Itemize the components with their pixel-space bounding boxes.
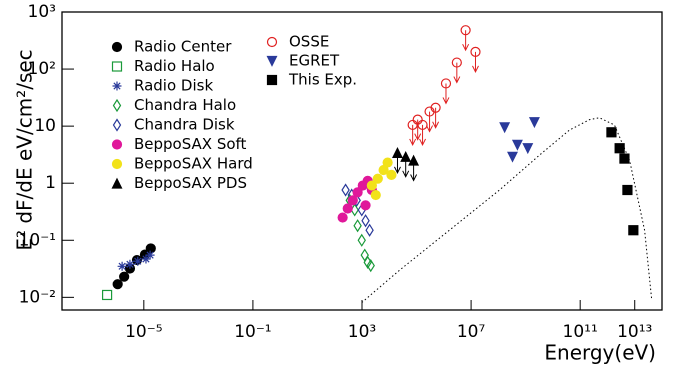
data-point xyxy=(365,223,374,237)
legend-marker xyxy=(111,158,123,170)
legend-marker xyxy=(111,41,123,53)
legend-marker xyxy=(266,36,278,48)
data-point xyxy=(101,289,113,301)
data-point xyxy=(470,46,481,57)
y-tick-label: 1 xyxy=(45,173,56,193)
data-point xyxy=(360,200,371,211)
legend-marker xyxy=(112,118,122,132)
x-tick-label: 10³ xyxy=(348,322,376,342)
legend-label: Radio Halo xyxy=(134,57,215,75)
data-point xyxy=(430,102,441,113)
data-point xyxy=(337,212,348,223)
data-point xyxy=(528,117,540,129)
data-point xyxy=(499,122,511,134)
data-point xyxy=(400,150,412,162)
y-tick-label: 10 xyxy=(34,116,56,136)
upper-limit-arrow xyxy=(426,111,434,133)
data-point xyxy=(408,154,420,166)
upper-limit-arrow xyxy=(414,119,422,141)
data-point xyxy=(507,151,518,163)
y-tick-label: 10² xyxy=(28,59,56,79)
data-point xyxy=(352,187,363,198)
data-point xyxy=(360,248,369,262)
data-point xyxy=(451,57,462,68)
legend-label: BeppoSAX PDS xyxy=(134,174,247,192)
legend-marker xyxy=(112,81,122,91)
x-tick-label: 10⁻¹ xyxy=(234,322,271,342)
upper-limit-arrow xyxy=(453,62,461,84)
legend-label: Chandra Halo xyxy=(134,96,236,114)
legend-marker xyxy=(111,61,123,72)
upper-limit-arrow xyxy=(419,124,426,147)
legend-marker xyxy=(112,98,122,113)
legend-marker xyxy=(111,139,123,150)
legend-label: Chandra Disk xyxy=(134,116,235,134)
data-point xyxy=(366,180,377,191)
legend-label: Radio Disk xyxy=(134,77,213,95)
x-axis-label: Energy(eV) xyxy=(544,341,656,365)
data-point xyxy=(342,203,353,214)
data-point xyxy=(119,271,130,282)
legend-label: BeppoSAX Hard xyxy=(134,155,253,173)
data-point xyxy=(511,139,523,151)
data-point xyxy=(366,258,375,273)
y-tick-label: 10³ xyxy=(28,2,56,22)
data-point xyxy=(440,78,452,89)
legend-marker xyxy=(111,177,123,189)
legend-label: EGRET xyxy=(289,52,340,70)
data-point xyxy=(522,143,534,155)
upper-limit-arrow xyxy=(442,83,450,105)
data-point xyxy=(353,219,362,233)
data-point xyxy=(606,127,617,138)
data-point xyxy=(133,256,143,266)
data-point xyxy=(417,119,428,131)
upper-limit-arrow xyxy=(462,30,470,52)
data-point xyxy=(386,169,397,180)
data-point xyxy=(460,25,471,36)
data-point xyxy=(361,214,370,228)
data-point xyxy=(392,147,403,158)
x-tick-label: 10¹¹ xyxy=(563,322,598,342)
data-point xyxy=(112,279,123,290)
upper-limit-arrow xyxy=(432,107,440,129)
y-tick-label: 10⁻² xyxy=(19,287,56,307)
data-point xyxy=(347,195,358,206)
data-point xyxy=(372,173,383,184)
upper-limit-arrow xyxy=(472,51,479,74)
data-point xyxy=(341,183,350,197)
data-point xyxy=(117,261,127,271)
data-point xyxy=(628,225,639,236)
data-point xyxy=(382,157,393,168)
model-curve xyxy=(361,117,653,303)
upper-limit-arrow xyxy=(409,124,417,147)
data-point xyxy=(357,233,366,247)
y-tick-label: 10⁻¹ xyxy=(19,230,56,250)
x-tick-label: 10⁻⁵ xyxy=(125,322,162,342)
data-point xyxy=(145,243,156,254)
legend-label: This Exp. xyxy=(288,71,357,89)
data-point xyxy=(125,259,135,269)
data-point xyxy=(370,189,381,201)
data-point xyxy=(141,254,151,264)
legend-label: BeppoSAX Soft xyxy=(134,135,247,153)
data-point xyxy=(619,153,630,164)
data-point xyxy=(622,184,633,196)
legend-marker xyxy=(266,74,278,86)
legend-marker xyxy=(266,55,278,67)
data-point xyxy=(145,250,155,260)
x-tick-label: 10⁷ xyxy=(457,322,486,342)
legend-label: OSSE xyxy=(289,33,329,51)
legend-label: Radio Center xyxy=(134,38,232,56)
x-tick-label: 10¹³ xyxy=(617,322,652,342)
y-axis-label: E² dF/dE eV/cm²/sec xyxy=(13,49,37,250)
